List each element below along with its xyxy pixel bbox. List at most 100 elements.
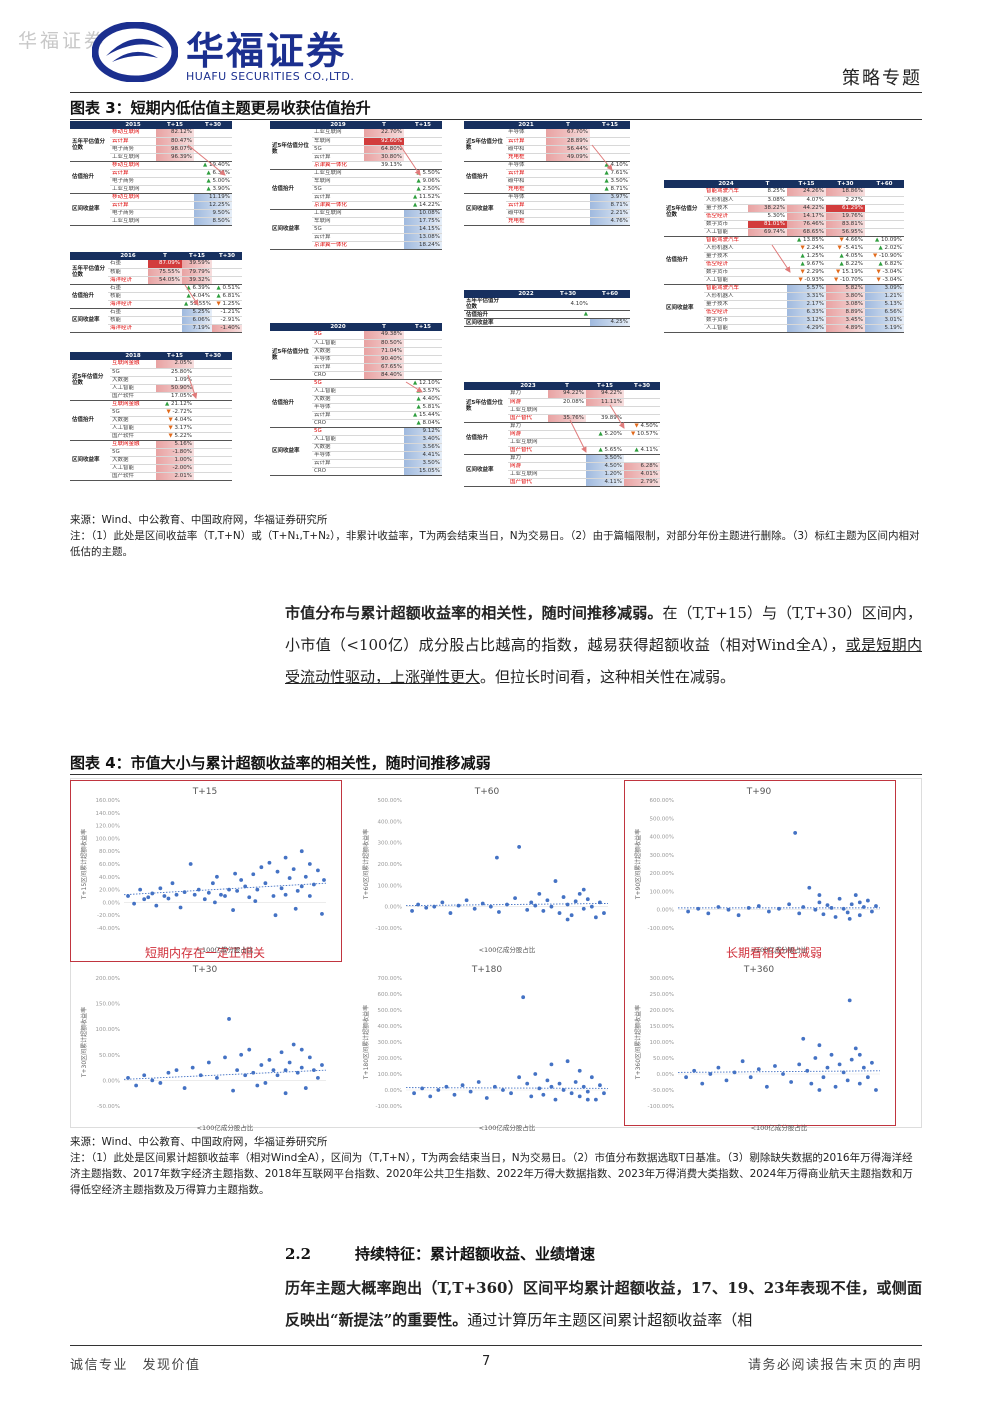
y-tick-label: 300.00%	[650, 853, 674, 859]
theme-name: 充电桩	[506, 153, 546, 162]
table-row: 量子技术 2.17% 3.08% 5.13%	[664, 300, 904, 309]
table-value: 3.50%	[404, 459, 442, 468]
table-value: 3.40%	[404, 435, 442, 444]
scatter-point	[557, 911, 562, 915]
table-value: 5.13%	[865, 300, 904, 309]
table-header-cell: T	[148, 252, 182, 260]
scatter-point	[231, 1088, 235, 1093]
y-tick-label: 100.00%	[650, 1040, 674, 1046]
table-value: 5.30%	[748, 212, 787, 221]
scatter-point	[267, 860, 272, 865]
scatter-point	[243, 1073, 248, 1078]
scatter-point	[231, 908, 235, 912]
table-value: 4.11%	[624, 446, 660, 455]
table-value: 17.05%	[156, 392, 194, 401]
table-value: 67.65%	[364, 363, 404, 372]
table-value: -3.04%	[865, 276, 904, 285]
y-tick-label: -50.00%	[97, 1104, 120, 1110]
scatter-point	[299, 1065, 304, 1070]
table-value: 56.44%	[546, 145, 590, 154]
table-row: 5G -1.80%	[70, 448, 232, 457]
scatter-point	[561, 1088, 566, 1092]
scatter-point	[573, 899, 578, 904]
scatter-point	[509, 1091, 513, 1096]
scatter-point	[275, 1073, 280, 1078]
scatter-point	[291, 867, 296, 872]
chart-title: T+180	[471, 965, 502, 975]
theme-name: 半导体	[312, 451, 364, 460]
scatter-point	[565, 902, 570, 907]
theme-name: 5G	[312, 331, 364, 340]
scatter-point	[283, 892, 288, 897]
table-row: 云计算 13.08%	[270, 233, 442, 242]
scatter-point	[424, 905, 429, 910]
theme-name: 工业互联网	[312, 129, 364, 138]
table-value	[194, 416, 232, 425]
table-value: 76.46%	[787, 220, 826, 229]
table-row: 海洋经济 7.19% -1.40%	[70, 324, 242, 333]
table-value: -1.40%	[212, 324, 242, 333]
table-value: 30.80%	[364, 153, 404, 162]
scatter-point	[549, 1062, 554, 1067]
scatter-point	[295, 1070, 300, 1075]
table-value	[194, 448, 232, 457]
y-axis-label: T+60区间累计超额收益率	[362, 829, 370, 900]
table-value	[364, 419, 404, 428]
theme-name: 算力	[508, 390, 548, 399]
table-header-cell: 2020	[312, 323, 364, 331]
table-value	[546, 318, 590, 327]
table-value	[364, 387, 404, 396]
valuation-table-2018: 2018 T+15 T+30 近5年估值分位数 互联网金融 2.05% 5G 25.80% 大数…	[70, 352, 232, 481]
table-value: 5.82%	[826, 284, 865, 293]
scatter-point	[316, 1075, 320, 1080]
theme-name: 京津冀一体化	[312, 201, 364, 210]
theme-name: 工业互联网	[508, 406, 548, 415]
theme-name: 云计算	[110, 169, 156, 178]
theme-name: 移动互联网	[110, 129, 156, 138]
y-tick-label: 200.00%	[378, 1056, 402, 1062]
table-value: 49.09%	[546, 153, 590, 162]
table-row: 五年平估值分位数 移动互联网 82.12%	[70, 129, 232, 162]
table-value: 2.50%	[404, 185, 442, 194]
scatter-point	[410, 909, 414, 913]
logo-text-en: HUAFU SECURITIES CO.,LTD.	[186, 70, 355, 83]
section-number: 2.2	[285, 1245, 312, 1263]
x-axis-label: <100亿成分股占比	[197, 1123, 254, 1132]
scatter-point	[817, 893, 822, 897]
scatter-point	[484, 1096, 489, 1100]
table-value	[624, 414, 660, 423]
footer-divider	[70, 1345, 922, 1346]
table-value: 53.55%	[182, 300, 212, 309]
x-axis-label: <100亿成分股占比	[751, 945, 808, 954]
table-value	[586, 422, 624, 431]
table-value: 8.71%	[590, 185, 630, 194]
y-tick-label: 200.00%	[650, 1008, 674, 1014]
theme-name: 海洋经济	[108, 276, 148, 285]
table-value	[194, 137, 232, 146]
theme-name: 电子商务	[110, 145, 156, 154]
theme-name: 工业互联网	[312, 209, 364, 218]
theme-name: 充电桩	[506, 217, 546, 226]
scatter-point	[517, 845, 522, 849]
table-value	[156, 185, 194, 194]
table-group-label: 区间收益率	[70, 440, 110, 481]
table-row: 近5年估值分位数 工业互联网 22.70%	[270, 129, 442, 170]
scatter-point	[488, 904, 493, 909]
scatter-point	[732, 1070, 737, 1075]
table-value: 6.82%	[865, 260, 904, 269]
theme-name: 5G	[110, 368, 156, 377]
table-row: 人形机器人 3.31% 3.80% 1.21%	[664, 292, 904, 301]
table-header-cell: T+15	[182, 252, 212, 260]
table-value: 3.80%	[826, 292, 865, 301]
table-value	[586, 438, 624, 447]
table-value	[212, 268, 242, 277]
scatter-point	[825, 1065, 830, 1070]
table-value: 25.80%	[156, 368, 194, 377]
table-row: 区间收益率 互联网金融 5.16%	[70, 440, 232, 481]
table-value: 19.76%	[826, 212, 865, 221]
table-value: 35.76%	[548, 414, 586, 423]
y-tick-label: 0.00%	[385, 905, 402, 911]
scatter-point	[134, 1083, 139, 1088]
y-tick-label: -100.00%	[376, 926, 402, 932]
scatter-point	[529, 900, 534, 905]
